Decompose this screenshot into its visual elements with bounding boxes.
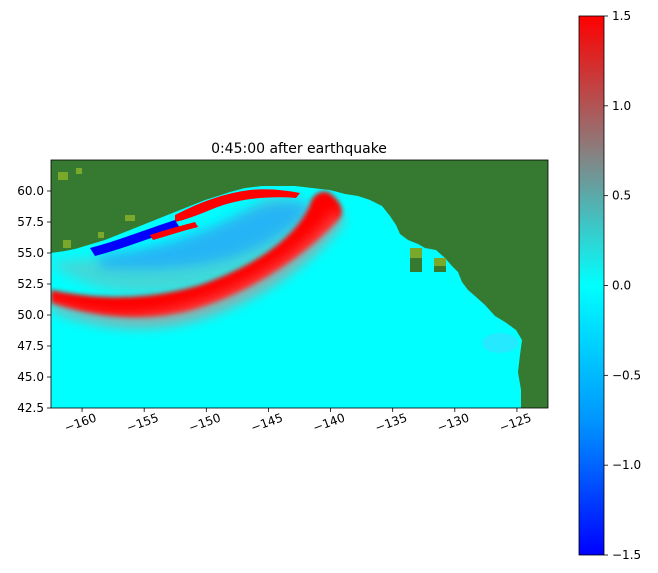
y-tick-label: 47.5 (17, 339, 44, 353)
colorbar-tick-label: 1.0 (612, 99, 631, 113)
x-tick-label: −135 (373, 411, 409, 435)
colorbar-tick-label: −1.0 (612, 458, 641, 472)
coastal-wave-band (175, 189, 300, 222)
land-alaska-canada (51, 160, 548, 408)
plot-title: 0:45:00 after earthquake (211, 141, 387, 157)
y-tick-label: 55.0 (17, 246, 44, 260)
x-tick-label: −150 (187, 411, 223, 435)
colorbar-tick-label: −1.5 (612, 548, 641, 562)
colorbar-tick-label: 0.0 (612, 279, 631, 293)
colorbar-tick-label: −0.5 (612, 368, 641, 382)
colorbar-gradient (579, 16, 604, 555)
y-tick-label: 45.0 (17, 370, 44, 384)
colorbar-tick-label: 0.5 (612, 189, 631, 203)
colorbar-tick-label: 1.5 (612, 9, 631, 23)
y-tick-label: 50.0 (17, 308, 44, 322)
y-tick-label: 42.5 (17, 401, 44, 415)
x-tick-label: −145 (249, 411, 285, 435)
coastal-wave-band-2 (150, 222, 198, 240)
y-tick-label: 57.5 (17, 215, 44, 229)
x-axis: −160 −155 −150 −145 −140 −135 −130 −125 (63, 408, 533, 435)
x-tick-label: −125 (497, 411, 533, 435)
colorbar: 1.5 1.0 0.5 0.0 −0.5 −1.0 −1.5 (578, 9, 641, 562)
x-tick-label: −130 (435, 411, 471, 435)
land-highlights (58, 168, 446, 266)
wave-crest-front (51, 191, 342, 318)
coastal-trough-band (90, 220, 180, 256)
y-axis: 60.0 57.5 55.0 52.5 50.0 47.5 45.0 42.5 (17, 184, 51, 415)
x-tick-label: −155 (125, 411, 161, 435)
x-tick-label: −140 (311, 411, 347, 435)
y-tick-label: 60.0 (17, 184, 44, 198)
coastal-ripple (482, 333, 518, 353)
map-area (51, 160, 548, 408)
colorbar-ticks: 1.5 1.0 0.5 0.0 −0.5 −1.0 −1.5 (604, 9, 641, 562)
wave-trough-region (100, 201, 310, 269)
wave-front-halo (51, 210, 345, 328)
x-tick-label: −160 (63, 411, 99, 435)
y-tick-label: 52.5 (17, 277, 44, 291)
